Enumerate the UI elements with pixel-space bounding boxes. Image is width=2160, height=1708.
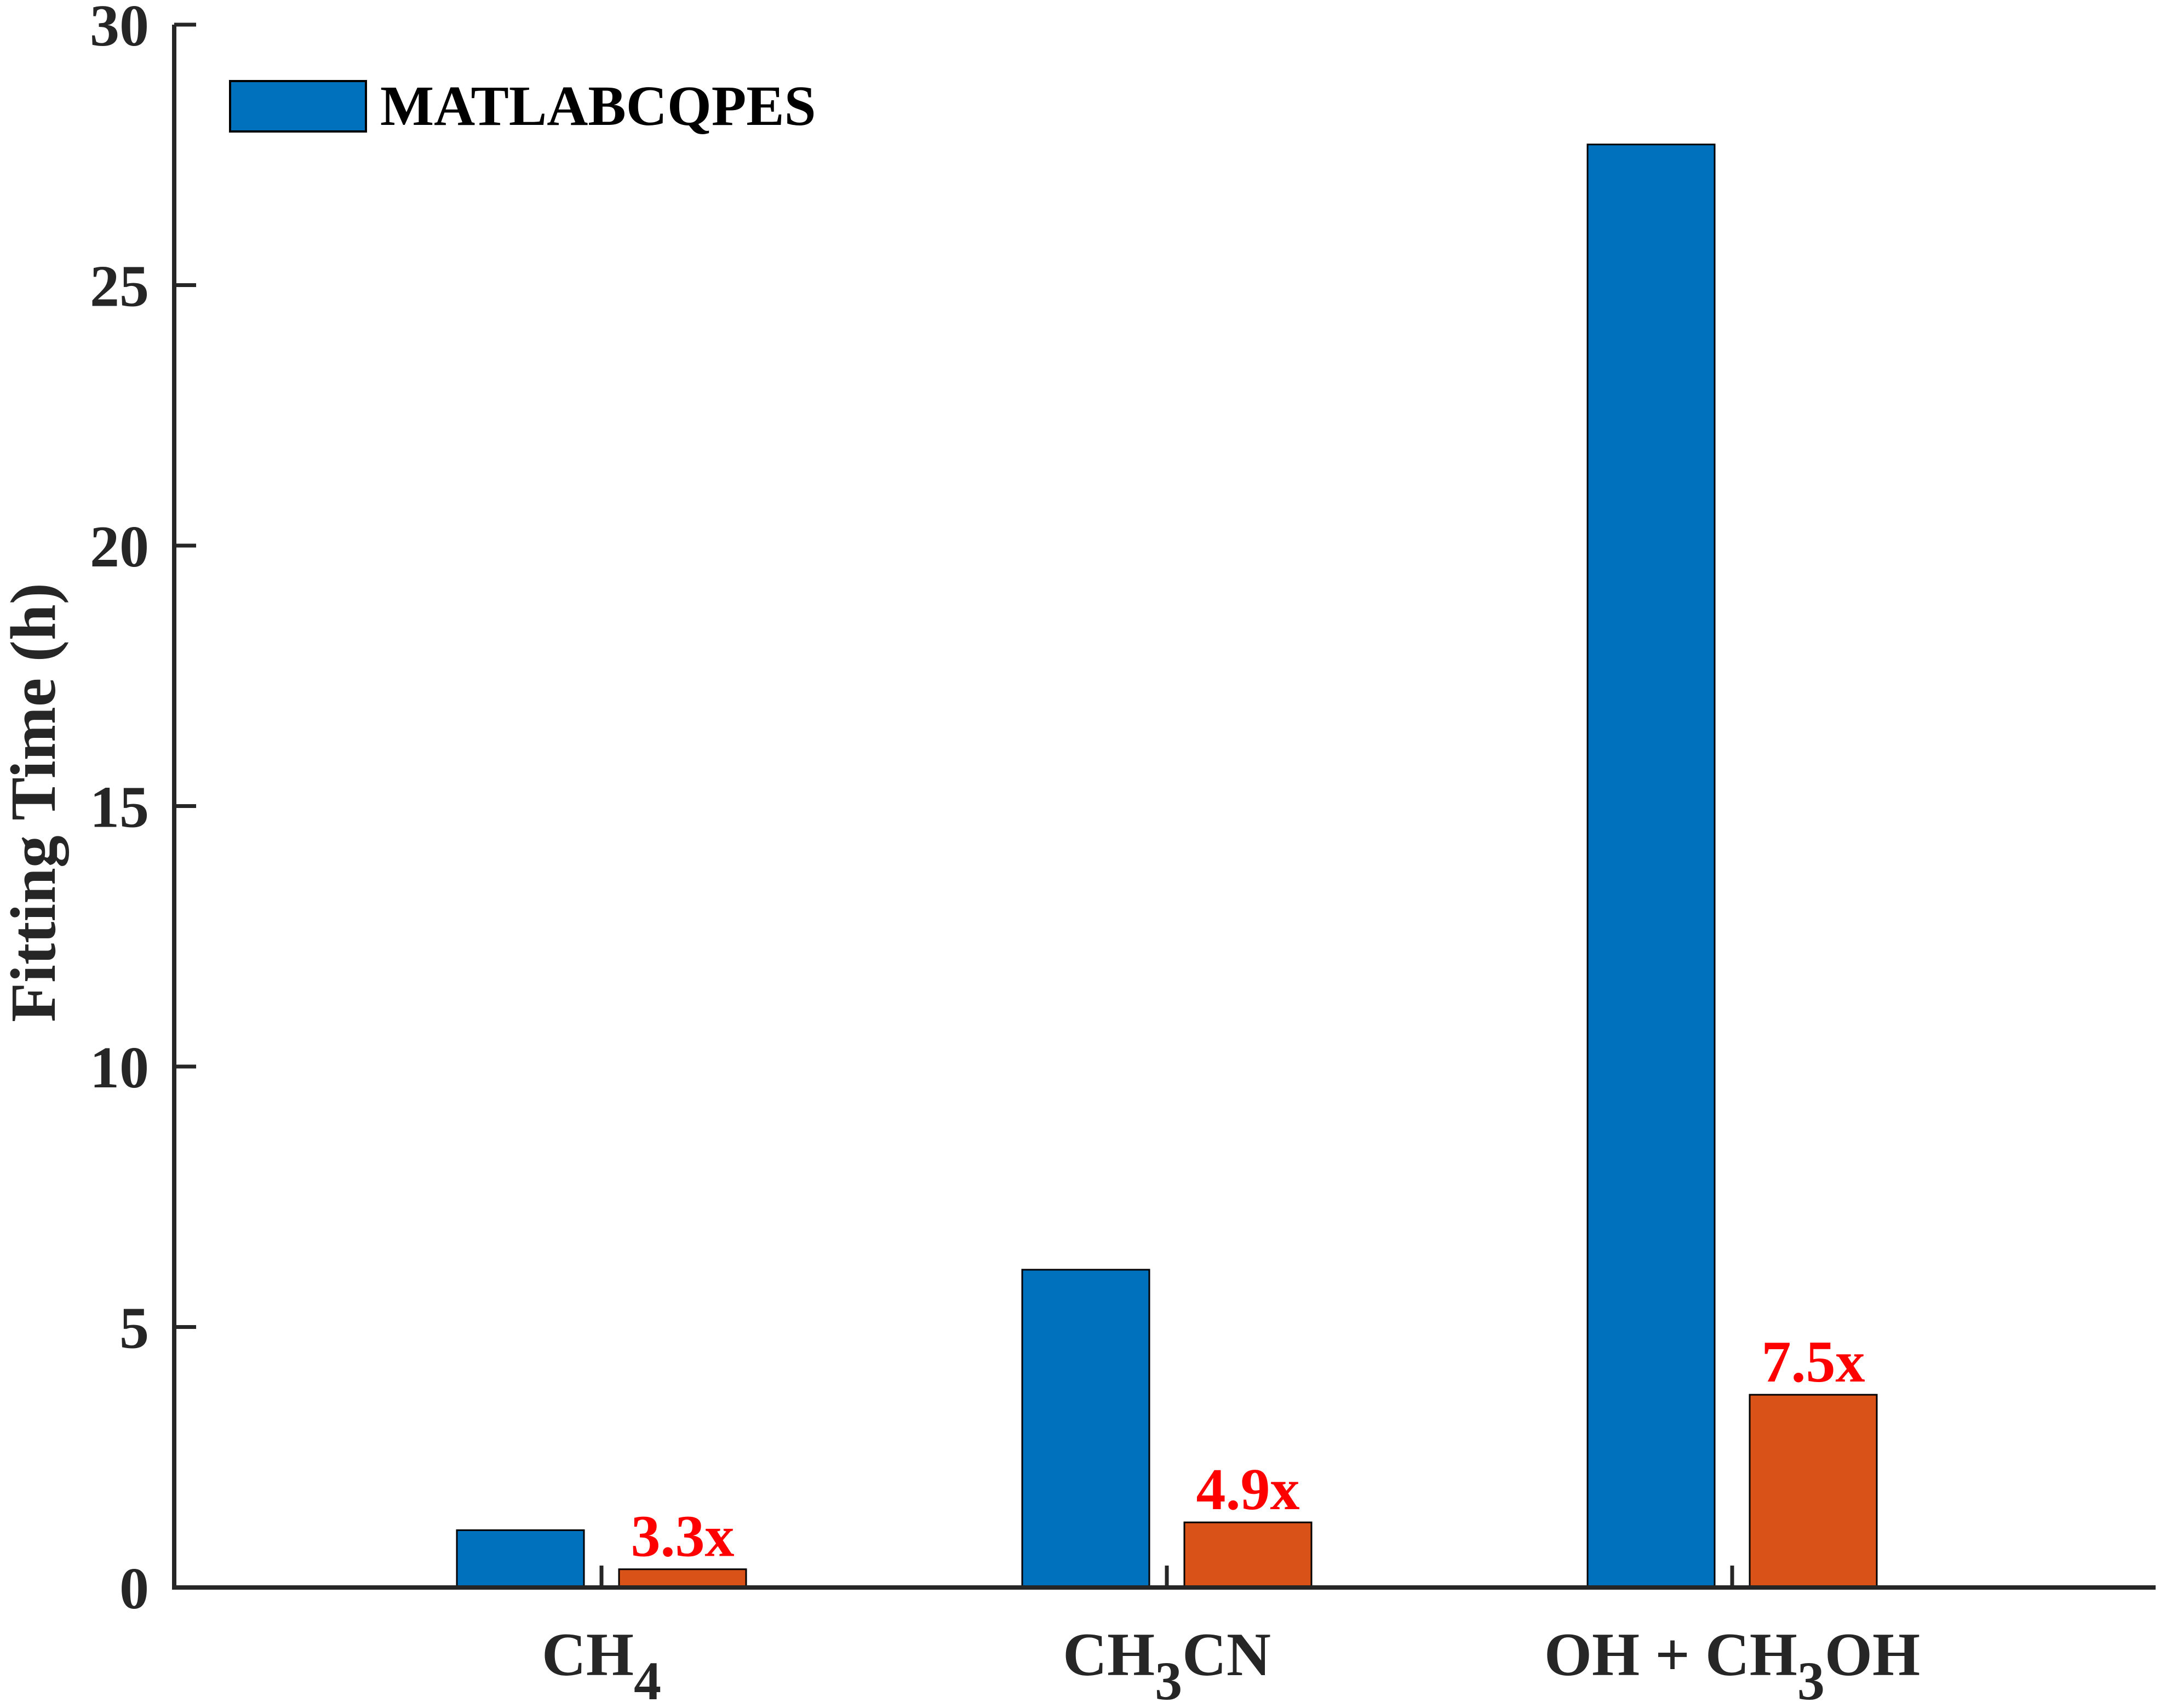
speedup-label-3: 7.5x	[1762, 1329, 1865, 1395]
bar-series1-1	[456, 1529, 585, 1589]
y-tick-label-0: 0	[119, 1556, 149, 1621]
y-ticks-group: 0 5 10 15 20 25 30	[90, 0, 196, 1621]
y-tick-label-25: 25	[90, 254, 149, 319]
y-tick-label-30: 30	[90, 0, 149, 59]
speedup-label-1: 3.3x	[631, 1504, 735, 1569]
y-tick-label-10: 10	[90, 1035, 149, 1101]
bar-series2-3	[1749, 1394, 1878, 1589]
x-tick-label-3: OH + CH3OH	[1544, 1621, 1920, 1708]
y-axis-label: Fitting Time (h)	[0, 583, 69, 1022]
x-tick-label-1: CH4	[542, 1621, 661, 1708]
bars-group	[456, 144, 1878, 1589]
legend-swatch-1	[229, 80, 367, 133]
x-tick-labels-group: CH4 CH3CN OH + CH3OH	[542, 1621, 1920, 1708]
speedup-label-2: 4.9x	[1196, 1457, 1300, 1522]
y-tick-label-15: 15	[90, 775, 149, 840]
bar-series1-3	[1586, 144, 1716, 1589]
y-tick-label-5: 5	[119, 1296, 149, 1361]
legend: MATLABCQPES	[229, 74, 816, 137]
annotations-group: 3.3x 4.9x 7.5x	[631, 1329, 1865, 1569]
legend-label-1: MATLABCQPES	[380, 74, 816, 137]
bar-series2-2	[1183, 1521, 1313, 1589]
bar-series2-1	[618, 1568, 747, 1589]
bar-series1-2	[1021, 1269, 1150, 1589]
x-tick-label-2: CH3CN	[1063, 1621, 1271, 1708]
y-tick-label-20: 20	[90, 514, 149, 580]
